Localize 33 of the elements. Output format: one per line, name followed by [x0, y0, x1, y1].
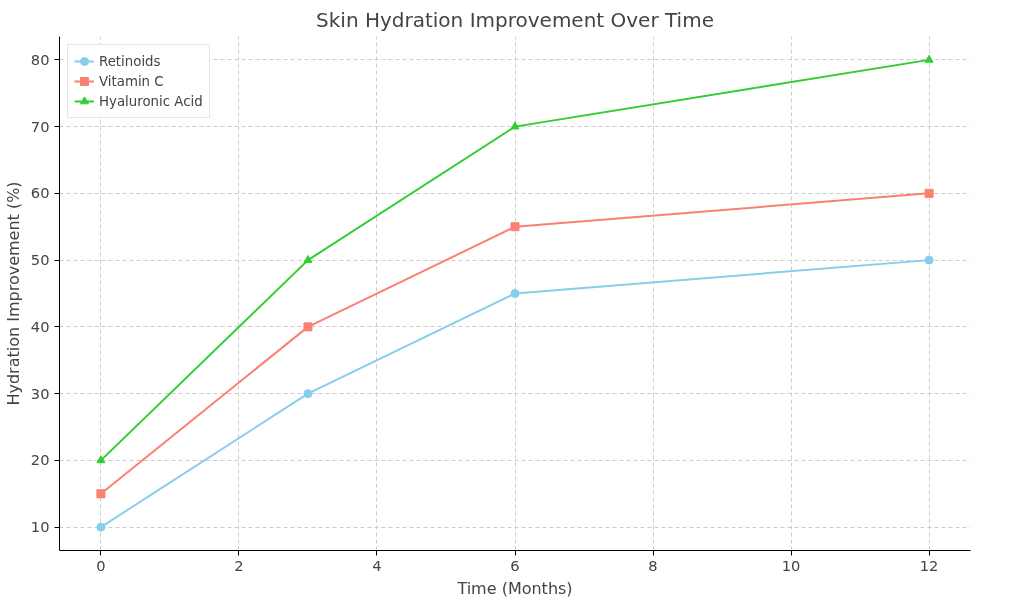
x-tick-label: 6 [510, 556, 520, 574]
point [924, 188, 934, 198]
y-tick-label: 70 [30, 117, 50, 135]
point [303, 255, 313, 263]
point [96, 522, 106, 532]
x-tick-label: 2 [234, 556, 244, 574]
y-tick-label: 60 [30, 184, 50, 202]
point [510, 289, 520, 298]
point [303, 389, 313, 399]
legend-label: Hyaluronic Acid [99, 93, 203, 109]
y-tick-label: 10 [30, 518, 50, 536]
legend-label: Retinoids [99, 53, 161, 69]
point [510, 121, 520, 130]
x-tick-label: 4 [372, 556, 382, 574]
x-axis-title: Time (Months) [456, 578, 573, 598]
y-axis-title: Hydration Improvement (%) [3, 181, 23, 406]
point [96, 455, 106, 464]
y-tick-label: 50 [30, 251, 50, 269]
y-tick-label: 40 [30, 317, 50, 335]
x-tick-label: 10 [781, 556, 801, 574]
x-tick-label: 12 [919, 556, 939, 574]
point [510, 222, 520, 232]
point [924, 255, 934, 265]
point [96, 489, 106, 499]
point [924, 54, 934, 63]
chart-title: Skin Hydration Improvement Over Time [316, 7, 714, 32]
legend-label: Vitamin C [99, 73, 164, 89]
y-tick-label: 30 [30, 384, 50, 402]
x-tick-label: 8 [648, 556, 658, 574]
point [303, 322, 313, 332]
y-tick-label: 20 [30, 451, 50, 469]
x-tick-label: 0 [96, 556, 106, 574]
y-tick-label: 80 [30, 50, 50, 68]
